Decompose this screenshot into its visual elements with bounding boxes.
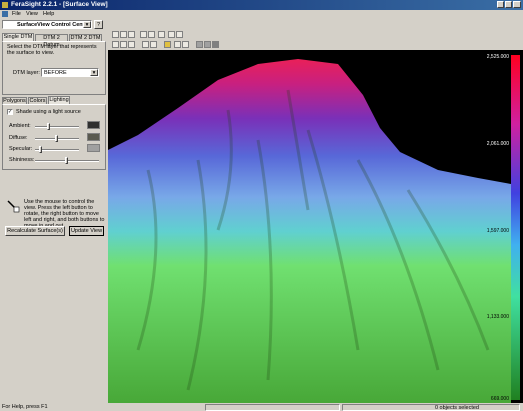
slider-label: Diffuse: bbox=[9, 135, 28, 141]
menu-item[interactable]: View bbox=[26, 11, 38, 17]
checkbox[interactable]: ✓ bbox=[7, 109, 13, 115]
menu-item[interactable]: Help bbox=[43, 11, 55, 17]
tool-button[interactable] bbox=[164, 41, 171, 48]
tab[interactable]: DTM 2 DTM bbox=[69, 34, 102, 41]
tool-button[interactable] bbox=[148, 31, 155, 38]
slider-track bbox=[35, 149, 79, 151]
control-center-header: SurfaceView Control Center ▾ bbox=[2, 20, 92, 29]
menu-bar: File View Help bbox=[0, 10, 523, 19]
surface-view[interactable]: 2,525.000 2,061.000 1,597.000 1,133.000 … bbox=[108, 50, 523, 403]
slider-thumb[interactable] bbox=[55, 135, 58, 142]
app-icon bbox=[2, 2, 8, 8]
tab[interactable]: Colors bbox=[28, 97, 47, 104]
color-scale-label: 2,061.000 bbox=[487, 141, 509, 147]
toolbar bbox=[112, 30, 202, 39]
update-view-button[interactable]: Update View bbox=[69, 226, 104, 236]
mouse-icon bbox=[7, 200, 20, 213]
slider-track bbox=[35, 126, 79, 128]
color-scale-label: 2,525.000 bbox=[487, 54, 509, 60]
tool-button[interactable] bbox=[182, 41, 189, 48]
recalculate-button[interactable]: Recalculate Surface(s) bbox=[5, 226, 65, 236]
title-bar: FeraSight 2.2.1 - [Surface View] bbox=[0, 0, 523, 10]
tool-button[interactable] bbox=[140, 31, 147, 38]
tool-button[interactable] bbox=[142, 41, 149, 48]
instruction-text: Select the DTM layer that represents the… bbox=[7, 44, 97, 56]
slider-thumb[interactable] bbox=[39, 146, 42, 153]
tab[interactable]: Polygons bbox=[2, 97, 27, 104]
layer-value: BEFORE bbox=[44, 70, 67, 76]
terrain-shading bbox=[136, 89, 490, 391]
tool-button[interactable] bbox=[120, 31, 127, 38]
layer-select[interactable]: BEFORE ▾ bbox=[41, 68, 99, 77]
tool-button[interactable] bbox=[128, 41, 135, 48]
slider-label: Ambient: bbox=[9, 123, 31, 129]
tool-button[interactable] bbox=[168, 31, 175, 38]
menu-item[interactable]: File bbox=[12, 11, 21, 17]
window-title: FeraSight 2.2.1 - [Surface View] bbox=[11, 1, 108, 8]
tool-button[interactable] bbox=[212, 41, 219, 48]
slider-thumb[interactable] bbox=[65, 157, 68, 164]
color-scale-label: 669.000 bbox=[491, 396, 509, 402]
color-swatch[interactable] bbox=[87, 144, 100, 152]
slider-thumb[interactable] bbox=[47, 123, 50, 130]
color-swatch[interactable] bbox=[87, 133, 100, 141]
dropdown-button[interactable]: ▾ bbox=[90, 69, 98, 76]
dropdown-button[interactable]: ▾ bbox=[83, 21, 91, 28]
status-pane: 0 objects selected bbox=[342, 404, 520, 411]
doc-icon bbox=[2, 11, 8, 17]
tool-button[interactable] bbox=[158, 31, 165, 38]
status-selection: 0 objects selected bbox=[434, 405, 479, 411]
status-help: For Help, press F1 bbox=[2, 404, 48, 410]
tool-button[interactable] bbox=[150, 41, 157, 48]
terrain-surface bbox=[108, 59, 511, 403]
mouse-help-text: Use the mouse to control the view. Press… bbox=[24, 199, 105, 229]
checkbox-label: Shade using a light source bbox=[16, 109, 81, 115]
maximize-button[interactable] bbox=[505, 1, 512, 8]
color-scale-bar bbox=[511, 55, 520, 400]
tool-button[interactable] bbox=[112, 31, 119, 38]
tab[interactable]: Lighting bbox=[48, 96, 70, 104]
color-swatch[interactable] bbox=[87, 121, 100, 129]
control-center-title: SurfaceView Control Center bbox=[17, 22, 90, 28]
color-scale-label: 1,597.000 bbox=[487, 228, 509, 234]
tab[interactable]: Single DTM bbox=[2, 33, 34, 41]
status-pane bbox=[205, 404, 340, 411]
layer-label: DTM layer: bbox=[13, 70, 40, 76]
tab-page: ✓ Shade using a light source Ambient: Di… bbox=[2, 104, 106, 170]
minimize-button[interactable] bbox=[497, 1, 504, 8]
status-bar: For Help, press F1 0 objects selected bbox=[0, 403, 523, 411]
tab-page: Select the DTM layer that represents the… bbox=[2, 41, 106, 95]
tool-button[interactable] bbox=[196, 41, 203, 48]
close-button[interactable] bbox=[513, 1, 521, 8]
tool-button[interactable] bbox=[112, 41, 119, 48]
tool-button[interactable] bbox=[174, 41, 181, 48]
tool-button[interactable] bbox=[176, 31, 183, 38]
tab[interactable]: DTM 2 Datum bbox=[35, 34, 68, 48]
tool-button[interactable] bbox=[120, 41, 127, 48]
help-button[interactable]: ? bbox=[94, 20, 103, 29]
slider-label: Specular: bbox=[9, 146, 33, 152]
toolbar bbox=[112, 41, 232, 50]
tool-button[interactable] bbox=[128, 31, 135, 38]
tool-button[interactable] bbox=[204, 41, 211, 48]
slider-label: Shininess: bbox=[9, 157, 35, 163]
color-scale-label: 1,133.000 bbox=[487, 314, 509, 320]
